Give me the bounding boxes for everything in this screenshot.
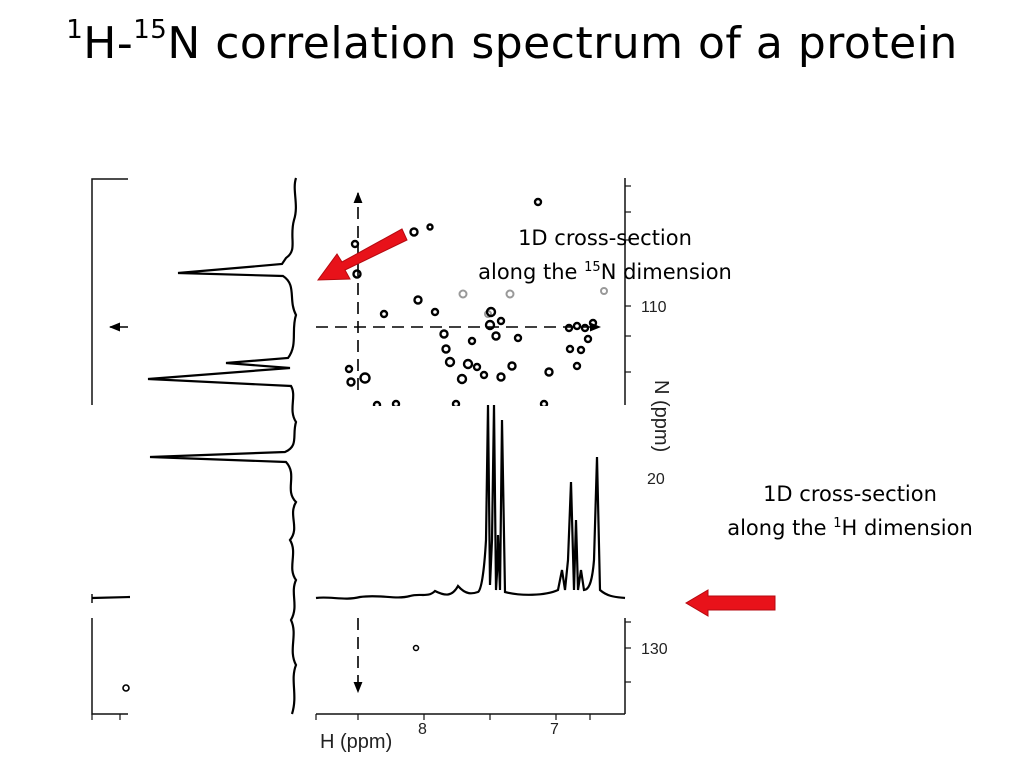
peak-contours <box>344 197 598 406</box>
page-title: 1H-15N correlation spectrum of a protein <box>66 15 958 69</box>
peak-contours-grey <box>458 287 608 318</box>
left-panel-bottom-ticks <box>91 714 317 720</box>
h1-cross-section-callout: 1D cross-section along the 1H dimension <box>727 482 973 540</box>
h1-axis-labels: 8 7 H (ppm) <box>320 721 559 753</box>
red-arrow-icon <box>316 228 408 281</box>
n15-cross-section-trace <box>147 177 298 715</box>
h1-cross-section-trace <box>91 404 626 600</box>
n15-cross-section-callout: 1D cross-section along the 15N dimension <box>478 226 732 284</box>
spectrum-2d-panel <box>316 178 631 406</box>
n15-axis-labels: 110 20 130 N (ppm) <box>641 299 672 658</box>
spectrum-2d-lower-panel <box>316 618 631 720</box>
n15-tick-label: 130 <box>641 641 668 658</box>
peak-contour <box>122 684 130 692</box>
n15-axis-title: N (ppm) <box>650 380 672 452</box>
h1-tick-label: 7 <box>550 721 559 738</box>
peak-contour <box>412 644 420 652</box>
h1-axis-title: H (ppm) <box>320 731 392 753</box>
left-panel-frame <box>91 178 128 715</box>
h1-tick-label: 8 <box>418 721 427 738</box>
n15-tick-label: 20 <box>647 471 665 488</box>
red-arrow-icon <box>685 589 776 617</box>
n15-tick-label: 110 <box>641 299 667 316</box>
